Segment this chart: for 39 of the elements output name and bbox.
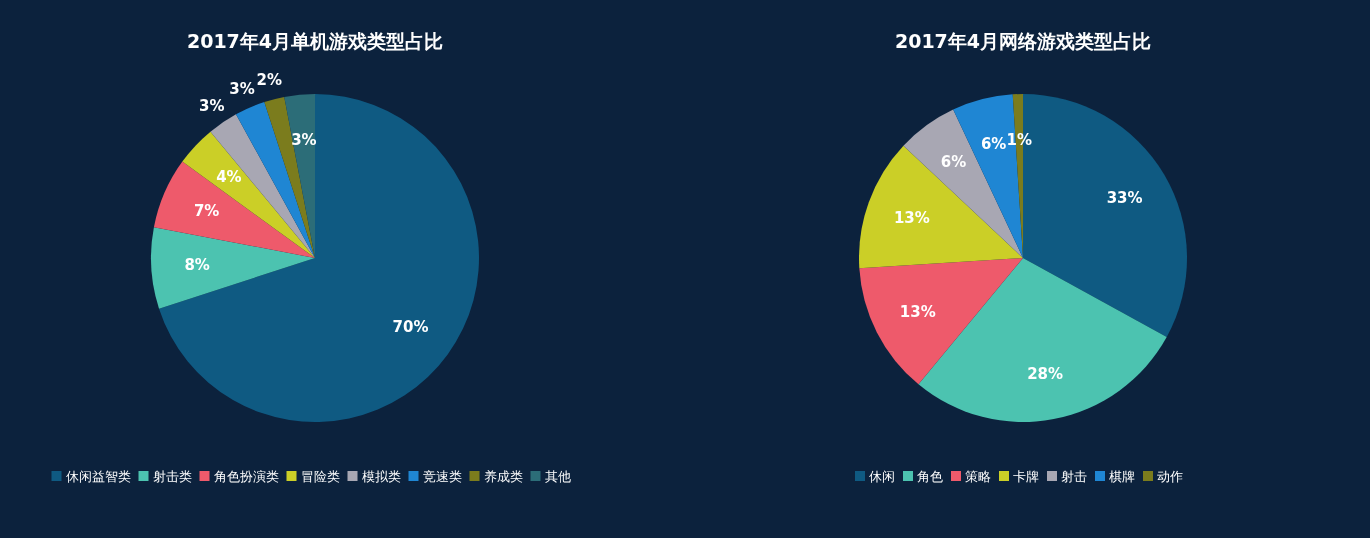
legend-label: 卡牌 bbox=[1013, 468, 1039, 484]
pie-slice bbox=[859, 258, 1023, 385]
chart-title: 2017年4月网络游戏类型占比 bbox=[894, 30, 1152, 52]
pie-slice bbox=[159, 94, 479, 422]
data-label: 70% bbox=[392, 318, 429, 337]
data-label: 2% bbox=[256, 71, 283, 90]
legend-label: 养成类 bbox=[483, 468, 523, 484]
legend-label: 角色 bbox=[917, 468, 943, 484]
legend-label: 射击类 bbox=[152, 468, 192, 484]
legend-label: 策略 bbox=[965, 468, 991, 484]
pie-slice bbox=[182, 131, 315, 258]
data-label: 8% bbox=[184, 256, 210, 275]
data-label: 3% bbox=[199, 97, 225, 116]
data-label: 4% bbox=[216, 168, 242, 187]
data-label: 3% bbox=[229, 80, 255, 99]
data-label: 3% bbox=[291, 131, 317, 150]
legend-label: 模拟类 bbox=[361, 468, 401, 484]
pie-slice bbox=[284, 94, 315, 258]
legend-label: 休闲 bbox=[869, 468, 895, 484]
legend-label: 角色扮演类 bbox=[213, 468, 279, 484]
data-label: 1% bbox=[1006, 130, 1033, 149]
legend-label: 棋牌 bbox=[1109, 468, 1135, 484]
pie-slice bbox=[151, 227, 315, 309]
data-label: 13% bbox=[899, 302, 936, 321]
legend-label: 动作 bbox=[1157, 468, 1183, 484]
data-label: 6% bbox=[940, 153, 967, 172]
legend-label: 射击 bbox=[1061, 468, 1087, 484]
legend-label: 竞速类 bbox=[422, 468, 462, 484]
legend-label: 其他 bbox=[544, 468, 571, 484]
data-label: 6% bbox=[980, 134, 1007, 153]
data-label: 28% bbox=[1027, 364, 1064, 383]
legend-label: 休闲益智类 bbox=[65, 468, 131, 484]
pie-slice bbox=[264, 96, 315, 258]
data-label: 7% bbox=[193, 202, 220, 221]
pie-slice bbox=[153, 161, 315, 258]
data-label: 33% bbox=[1106, 188, 1143, 207]
legend-label: 冒险类 bbox=[300, 468, 340, 484]
data-label: 13% bbox=[893, 209, 930, 227]
chart-title: 2017年4月单机游戏类型占比 bbox=[186, 30, 444, 52]
